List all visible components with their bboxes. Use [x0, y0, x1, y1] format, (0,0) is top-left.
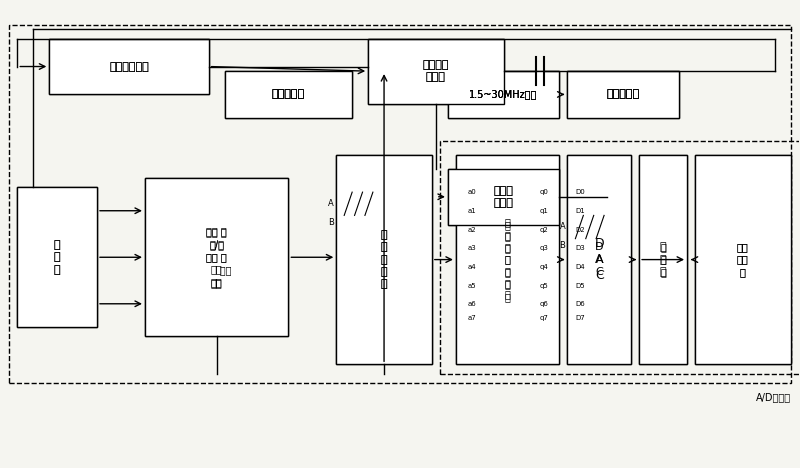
FancyBboxPatch shape: [448, 169, 559, 225]
FancyBboxPatch shape: [567, 71, 679, 117]
FancyBboxPatch shape: [18, 188, 97, 327]
Text: 可控增益
放大器: 可控增益 放大器: [422, 60, 449, 82]
Text: q4: q4: [539, 264, 548, 270]
Text: A: A: [559, 222, 565, 231]
Text: B: B: [559, 241, 566, 250]
FancyBboxPatch shape: [225, 71, 352, 117]
FancyBboxPatch shape: [50, 38, 209, 95]
Text: a7: a7: [468, 315, 477, 321]
Text: 视频
放大
器: 视频 放大 器: [737, 242, 749, 277]
Text: 串入 数
串/并
清零 寄
存器
时钟: 串入 数 串/并 清零 寄 存器 时钟: [206, 227, 227, 287]
Text: D5: D5: [575, 283, 585, 288]
Text: 相
位
累
加
器: 相 位 累 加 器: [381, 230, 387, 289]
Text: q1: q1: [539, 208, 548, 214]
Text: 隐蔽滤
波电压: 隐蔽滤 波电压: [494, 186, 514, 208]
Text: q5: q5: [539, 283, 548, 288]
FancyBboxPatch shape: [567, 155, 631, 364]
Text: 可控增益
放大器: 可控增益 放大器: [422, 60, 449, 82]
Text: 相
位
累
加
器: 相 位 累 加 器: [381, 230, 387, 289]
Text: D1: D1: [575, 208, 585, 214]
FancyBboxPatch shape: [567, 155, 631, 364]
Text: 1.5~30MHz输出: 1.5~30MHz输出: [470, 89, 538, 99]
Text: 缓冲放大器: 缓冲放大器: [606, 89, 640, 99]
Text: 正
弦
波
形
存
储
器: 正 弦 波 形 存 储 器: [505, 218, 510, 302]
Text: a3: a3: [468, 245, 477, 251]
Text: 视频
放大
器: 视频 放大 器: [737, 242, 749, 277]
Text: a5: a5: [468, 283, 476, 288]
Text: 缓冲放大器: 缓冲放大器: [606, 89, 640, 99]
FancyBboxPatch shape: [50, 38, 209, 95]
Text: 控
制
器: 控 制 器: [54, 240, 61, 275]
FancyBboxPatch shape: [567, 71, 679, 117]
Text: D
A
C: D A C: [595, 242, 603, 277]
Text: 1.5~30MHz输出: 1.5~30MHz输出: [470, 89, 538, 99]
Text: q7: q7: [539, 315, 548, 321]
FancyBboxPatch shape: [448, 71, 559, 117]
Text: D0: D0: [575, 190, 585, 196]
Text: a6: a6: [468, 301, 477, 307]
FancyBboxPatch shape: [639, 155, 687, 364]
Text: B: B: [328, 218, 334, 227]
FancyBboxPatch shape: [448, 71, 559, 117]
FancyBboxPatch shape: [695, 155, 790, 364]
Text: 缓冲放大器: 缓冲放大器: [606, 89, 640, 99]
FancyBboxPatch shape: [368, 38, 504, 104]
Text: D7: D7: [575, 315, 585, 321]
FancyBboxPatch shape: [456, 155, 559, 364]
FancyBboxPatch shape: [225, 71, 352, 117]
Text: 1.5~30MHz输出: 1.5~30MHz输出: [470, 89, 538, 99]
Text: a1: a1: [468, 208, 477, 214]
FancyBboxPatch shape: [18, 188, 97, 327]
FancyBboxPatch shape: [336, 155, 432, 364]
Text: D3: D3: [575, 245, 585, 251]
FancyBboxPatch shape: [368, 38, 504, 104]
Text: 锁相晶振源: 锁相晶振源: [272, 89, 305, 99]
Text: 锁相晶振源: 锁相晶振源: [272, 89, 305, 99]
FancyBboxPatch shape: [456, 155, 559, 364]
Text: a0: a0: [468, 190, 477, 196]
Text: D2: D2: [575, 227, 585, 233]
Text: q2: q2: [539, 227, 548, 233]
Text: 电
网
络: 电 网 络: [660, 242, 666, 277]
Text: q3: q3: [539, 245, 548, 251]
FancyBboxPatch shape: [336, 155, 432, 364]
FancyBboxPatch shape: [145, 178, 288, 336]
FancyBboxPatch shape: [145, 178, 288, 336]
FancyBboxPatch shape: [448, 169, 559, 225]
Text: q6: q6: [539, 301, 548, 307]
Text: a2: a2: [468, 227, 476, 233]
Text: 锁相晶振源: 锁相晶振源: [272, 89, 305, 99]
FancyBboxPatch shape: [639, 155, 687, 364]
Text: D6: D6: [575, 301, 585, 307]
Text: 正
弦
波
形
存
储
器: 正 弦 波 形 存 储 器: [505, 220, 510, 300]
FancyBboxPatch shape: [695, 155, 790, 364]
Text: D4: D4: [575, 264, 585, 270]
Text: 控
制
器: 控 制 器: [54, 240, 61, 275]
Text: 隐蔽滤
波电压: 隐蔽滤 波电压: [494, 186, 514, 208]
Text: 增益电压控制: 增益电压控制: [109, 61, 149, 72]
Text: a4: a4: [468, 264, 476, 270]
Text: 增益电压控制: 增益电压控制: [109, 61, 149, 72]
Text: D
A
C: D A C: [594, 237, 604, 282]
Text: q0: q0: [539, 190, 548, 196]
Text: 串入 数
串/并
清零 寄
      存器
时钟: 串入 数 串/并 清零 寄 存器 时钟: [202, 226, 232, 289]
Text: 电
网
络: 电 网 络: [660, 242, 666, 277]
Text: A: A: [328, 199, 334, 208]
Text: A/D变换器: A/D变换器: [755, 392, 790, 402]
